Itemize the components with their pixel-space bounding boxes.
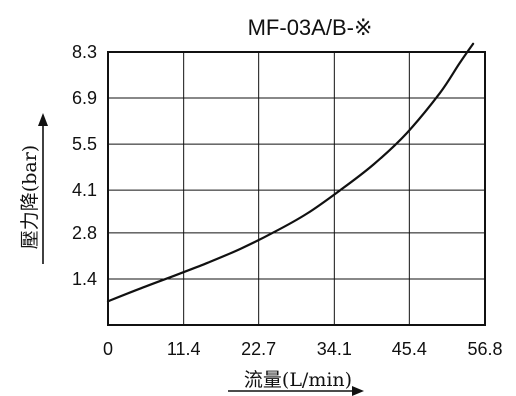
y-tick-label: 4.1 bbox=[72, 180, 97, 200]
x-axis-ticks: 0 11.4 22.7 34.1 45.4 56.8 bbox=[103, 339, 503, 359]
plot-frame bbox=[107, 51, 486, 326]
y-tick-label: 1.4 bbox=[72, 269, 97, 289]
x-tick-label: 11.4 bbox=[167, 339, 201, 359]
y-tick-label: 6.9 bbox=[72, 88, 97, 108]
x-tick-label: 45.4 bbox=[392, 339, 427, 359]
x-axis-label-group: 流量(L/min) bbox=[228, 369, 364, 396]
y-axis-label-group: 壓力降(bar) bbox=[19, 113, 48, 264]
x-tick-label: 22.7 bbox=[241, 339, 276, 359]
y-tick-label: 8.3 bbox=[72, 42, 97, 62]
y-tick-label: 2.8 bbox=[72, 223, 97, 243]
x-tick-label: 34.1 bbox=[317, 339, 352, 359]
y-axis-arrow-head bbox=[38, 113, 48, 126]
x-tick-label: 0 bbox=[103, 339, 113, 359]
y-axis-label: 壓力降(bar) bbox=[19, 145, 41, 249]
series-line bbox=[106, 42, 475, 303]
y-tick-label: 5.5 bbox=[72, 134, 97, 154]
series-group bbox=[106, 42, 475, 303]
x-axis-arrow-head bbox=[352, 386, 364, 396]
x-axis-label: 流量(L/min) bbox=[244, 369, 352, 391]
x-tick-label: 56.8 bbox=[467, 339, 502, 359]
y-axis-ticks: 1.4 2.8 4.1 5.5 6.9 8.3 bbox=[72, 42, 97, 289]
chart-title: MF-03A/B-※ bbox=[248, 15, 373, 40]
grid bbox=[108, 52, 485, 325]
